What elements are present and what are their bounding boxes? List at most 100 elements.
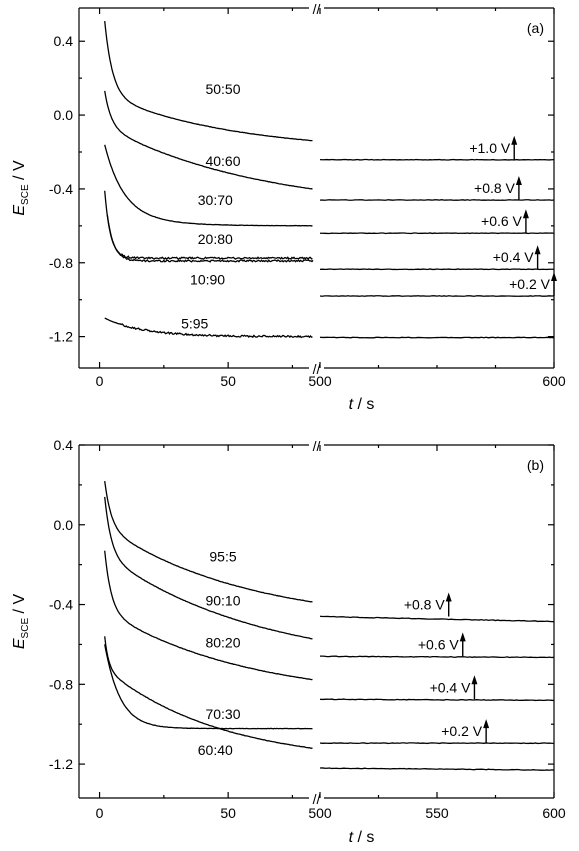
y-axis-title-unit: / V (11, 160, 28, 184)
series-label: 95:5 (209, 549, 236, 565)
potential-annotation: +1.0 V (469, 135, 518, 160)
series-line-left (104, 480, 313, 603)
series-40-60: 40:60 (104, 90, 555, 201)
series-line-right (319, 295, 555, 297)
potential-annotation: +0.6 V (481, 209, 529, 234)
series-label: 20:80 (198, 231, 233, 247)
x-tick-label: 0 (96, 805, 104, 821)
series-line-left (104, 644, 313, 730)
series-70-30: 70:30 (104, 636, 555, 749)
series-5-95: 5:95 (104, 316, 555, 339)
series-20-80: 20:80 (104, 190, 554, 271)
y-tick-label: -0.8 (49, 255, 73, 271)
panel-label: (a) (527, 20, 544, 36)
series-label: 30:70 (198, 192, 233, 208)
panel-a: // // 0.4 0.0 -0.4 -0.8 -1.2 0 50 500 600 (a) t / s E… (11, 1, 566, 413)
series-line-right (319, 268, 554, 271)
plot-frame (78, 7, 555, 369)
y-tick-label: -1.2 (49, 756, 73, 772)
panel-label: (b) (527, 457, 544, 473)
panel-b: // // 0.4 0.0 -0.4 -0.8 -1.2 0 50 500 550 600 (b) t /… (11, 437, 566, 846)
x-axis-title-symbol: t (349, 829, 354, 846)
y-axis-title: ESCE / V (11, 160, 31, 216)
series-50-50: 50:50 (104, 21, 555, 161)
x-tick-label: 600 (542, 373, 566, 389)
x-axis-title-unit: / s (353, 829, 374, 846)
series-line-left (104, 190, 313, 261)
potential-annotation: +0.2 V (509, 272, 557, 296)
series-label: 90:10 (205, 593, 240, 609)
arrow-head (445, 592, 452, 602)
x-tick-label: 50 (220, 373, 236, 389)
arrow-head (511, 135, 518, 145)
x-tick-label: 50 (220, 805, 236, 821)
series-line-left (106, 214, 314, 263)
plot-frame (78, 444, 555, 799)
y-tick-label: 0.4 (54, 437, 74, 453)
potential-label: +0.2 V (509, 276, 551, 292)
y-axis-title-symbol: E (11, 205, 28, 216)
series-line-left (104, 636, 313, 749)
potential-label: +0.8 V (474, 180, 516, 196)
series-line-left (104, 317, 313, 339)
x-tick-label: 600 (542, 805, 566, 821)
arrow-head (515, 176, 522, 185)
series-label: 80:20 (205, 634, 240, 650)
axis-break-mark: // (313, 791, 321, 807)
series-line-right (320, 232, 555, 235)
x-tick-label: 550 (425, 805, 449, 821)
y-axis-title: ESCE / V (11, 594, 31, 650)
series-line-right (319, 767, 555, 771)
series-line-right (319, 742, 555, 745)
potential-label: +0.2 V (441, 723, 483, 739)
series-label: 40:60 (205, 153, 240, 169)
series-label: 70:30 (205, 706, 240, 722)
potential-annotation: +0.8 V (474, 176, 522, 200)
series-60-40: 60:40 (104, 644, 555, 771)
arrow-head (459, 632, 466, 642)
series-label: 50:50 (205, 81, 240, 97)
y-axis-title-symbol: E (11, 638, 28, 649)
series-10-90: 10:90 (106, 214, 555, 297)
y-tick-label: -0.8 (49, 676, 73, 692)
potential-label: +0.8 V (404, 597, 446, 613)
series-label: 10:90 (190, 271, 225, 287)
x-axis-title: t / s (349, 396, 375, 413)
arrow-head (534, 245, 541, 255)
series-line-left (104, 144, 313, 227)
x-tick-label: 500 (308, 805, 332, 821)
series-line-left (104, 21, 313, 142)
x-axis-title-symbol: t (349, 396, 354, 413)
series-80-20: 80:20 (104, 550, 555, 702)
series-label: 5:95 (181, 316, 208, 332)
potential-annotation: +0.2 V (441, 719, 490, 744)
series-line-left (104, 496, 313, 640)
potential-annotation: +0.4 V (430, 675, 478, 700)
series-30-70: 30:70 (104, 144, 555, 235)
series-line-right (319, 655, 555, 659)
series-line-right (319, 698, 555, 702)
series-line-right (319, 336, 555, 339)
x-tick-label: 0 (96, 373, 104, 389)
series-line-right (319, 615, 555, 623)
x-axis-title-unit: / s (353, 396, 374, 413)
y-tick-label: 0.0 (54, 517, 74, 533)
potential-annotation: +0.6 V (418, 632, 466, 657)
y-tick-label: 0.4 (54, 33, 74, 49)
potential-label: +0.6 V (481, 213, 523, 229)
potential-annotation: +0.8 V (404, 592, 452, 617)
x-tick-label: 500 (308, 373, 332, 389)
series-90-10: 90:10 (104, 496, 555, 659)
axis-break-mark: // (313, 361, 321, 377)
axis-break-mark: // (313, 438, 321, 454)
series-line-right (319, 199, 555, 201)
y-tick-label: -1.2 (49, 329, 73, 345)
y-tick-label: -0.4 (49, 181, 73, 197)
series-95-5: 95:5 (104, 480, 555, 623)
potential-annotation: +0.4 V (493, 245, 541, 270)
arrow-head (551, 272, 557, 281)
arrow-head (522, 209, 529, 219)
potential-label: +0.4 V (493, 249, 535, 265)
y-tick-label: 0.0 (54, 107, 74, 123)
